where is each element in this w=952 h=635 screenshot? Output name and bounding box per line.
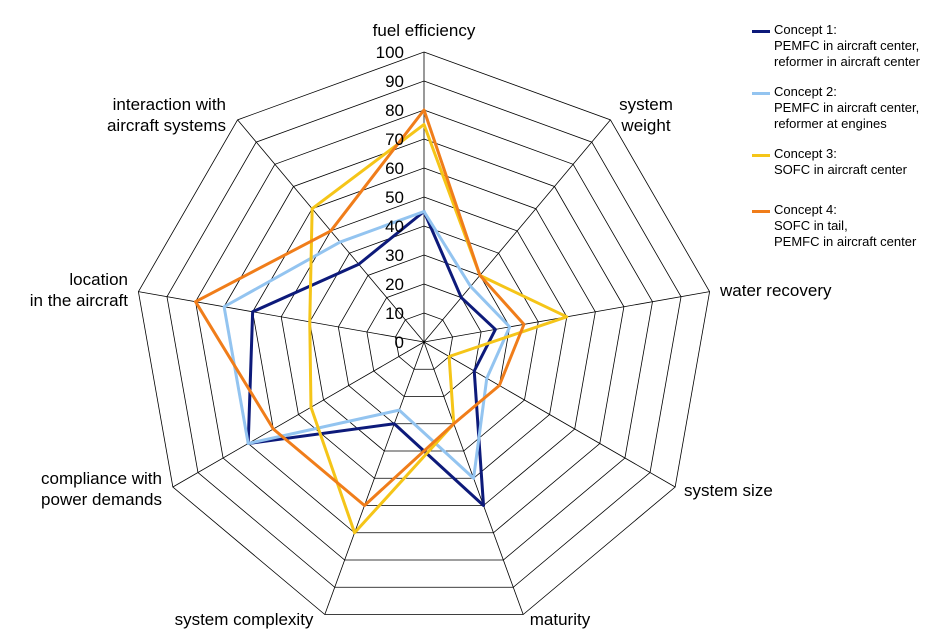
legend-item-concept-1: Concept 1: PEMFC in aircraft center, ref… — [752, 22, 947, 70]
radar-grid — [137, 51, 711, 615]
legend-item-concept-3: Concept 3: SOFC in aircraft center — [752, 146, 947, 178]
tick-label: 30 — [385, 246, 404, 265]
legend-item-concept-2: Concept 2: PEMFC in aircraft center, ref… — [752, 84, 947, 132]
tick-label: 100 — [376, 43, 404, 62]
tick-label: 40 — [385, 217, 404, 236]
legend-swatch — [752, 210, 770, 213]
axis-label: system weight — [619, 95, 673, 135]
chart-legend: Concept 1: PEMFC in aircraft center, ref… — [752, 22, 947, 264]
legend-label: Concept 4: SOFC in tail, PEMFC in aircra… — [774, 202, 917, 249]
tick-label: 70 — [385, 130, 404, 149]
grid-ring — [252, 167, 596, 506]
series-line-concept-1 — [246, 210, 497, 508]
grid-ring — [166, 80, 682, 588]
radar-series — [194, 108, 569, 535]
legend-label: Concept 1: PEMFC in aircraft center, ref… — [774, 22, 920, 69]
tick-label: 60 — [385, 159, 404, 178]
axis-label: water recovery — [719, 281, 832, 300]
series-line-concept-4 — [194, 108, 526, 508]
axis-label: system size — [684, 481, 773, 500]
legend-swatch — [752, 154, 770, 157]
grid-spoke — [423, 119, 611, 343]
tick-label: 80 — [385, 101, 404, 120]
axis-label: system complexity — [175, 610, 314, 629]
legend-item-concept-4: Concept 4: SOFC in tail, PEMFC in aircra… — [752, 202, 947, 250]
tick-label: 10 — [385, 304, 404, 323]
axis-label: interaction with aircraft systems — [107, 95, 226, 135]
tick-label: 90 — [385, 72, 404, 91]
legend-label: Concept 3: SOFC in aircraft center — [774, 146, 907, 177]
axis-label: location in the aircraft — [30, 270, 129, 310]
grid-ring — [337, 254, 511, 425]
grid-ring — [280, 196, 568, 479]
tick-label: 50 — [385, 188, 404, 207]
series-line-concept-2 — [222, 210, 512, 480]
legend-swatch — [752, 30, 770, 33]
grid-ring — [366, 283, 482, 397]
grid-spoke — [138, 291, 425, 343]
grid-ring — [195, 109, 653, 561]
axis-label: maturity — [530, 610, 591, 629]
tick-label: 20 — [385, 275, 404, 294]
series-line-concept-3 — [308, 123, 569, 535]
legend-label: Concept 2: PEMFC in aircraft center, ref… — [774, 84, 920, 131]
grid-ring — [223, 138, 625, 534]
tick-label: 0 — [395, 333, 404, 352]
grid-ring — [395, 312, 453, 370]
grid-spoke — [172, 341, 425, 488]
axis-label: compliance with power demands — [41, 469, 162, 509]
grid-spoke — [423, 341, 676, 488]
legend-swatch — [752, 92, 770, 95]
grid-spoke — [324, 341, 425, 615]
tick-labels: 0 10 20 30 40 50 60 70 80 90 100 — [376, 43, 404, 352]
grid-ring — [137, 51, 711, 615]
axis-labels: fuel efficiency system weight water recover… — [30, 21, 832, 629]
axis-label: fuel efficiency — [373, 21, 476, 40]
